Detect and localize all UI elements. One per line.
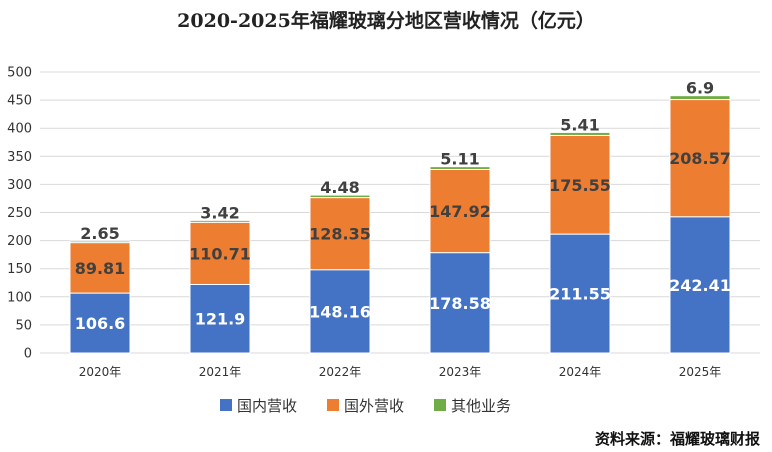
y-axis: 0 50 100 150 200 250 300 350 400 450 500 — [7, 66, 32, 362]
data-label: 5.11 — [440, 150, 479, 169]
data-label: 242.41 — [669, 276, 731, 295]
data-label: 110.71 — [189, 244, 251, 263]
data-label: 6.9 — [686, 79, 714, 98]
y-tick-label: 400 — [7, 122, 32, 137]
bars — [69, 95, 731, 354]
x-tick-label: 2025年 — [679, 365, 722, 379]
bar-segment — [549, 131, 611, 136]
y-tick-label: 50 — [15, 318, 32, 333]
data-label: 89.81 — [75, 259, 126, 278]
y-tick-label: 250 — [7, 206, 32, 221]
y-tick-label: 300 — [7, 178, 32, 193]
y-tick-label: 0 — [24, 347, 32, 362]
data-label: 147.92 — [429, 202, 491, 221]
source-note: 资料来源：福耀玻璃财报 — [595, 430, 760, 448]
data-label: 3.42 — [200, 203, 239, 222]
bar-segment — [69, 242, 131, 294]
legend-label: 其他业务 — [451, 397, 511, 415]
data-label: 4.48 — [320, 178, 359, 197]
y-tick-label: 100 — [7, 290, 32, 305]
data-label: 208.57 — [669, 149, 731, 168]
data-label: 2.65 — [80, 224, 119, 243]
x-tick-label: 2022年 — [319, 365, 362, 379]
data-label: 211.55 — [549, 285, 611, 304]
bar-segment — [69, 292, 131, 354]
legend-label: 国内营收 — [237, 397, 297, 415]
bar-segment — [189, 283, 251, 354]
data-label: 106.6 — [75, 314, 126, 333]
gridlines — [40, 71, 760, 354]
chart-title: 2020-2025年福耀玻璃分地区营收情况（亿元） — [177, 9, 595, 32]
data-label: 175.55 — [549, 176, 611, 195]
data-label: 178.58 — [429, 294, 491, 313]
data-label: 121.9 — [195, 310, 246, 329]
legend-swatch — [434, 399, 446, 411]
x-tick-label: 2021年 — [199, 365, 242, 379]
bar-segment — [429, 166, 491, 171]
x-tick-label: 2020年 — [79, 365, 122, 379]
legend: 国内营收 国外营收 其他业务 — [220, 397, 511, 415]
data-label: 5.41 — [560, 115, 599, 134]
y-tick-label: 500 — [7, 66, 32, 81]
y-tick-label: 150 — [7, 262, 32, 277]
bar-segment — [309, 197, 371, 271]
bar-segment — [669, 216, 731, 354]
legend-swatch — [220, 399, 232, 411]
x-tick-label: 2023年 — [439, 365, 482, 379]
x-axis: 2020年 2021年 2022年 2023年 2024年 2025年 — [79, 365, 722, 379]
bar-segment — [429, 169, 491, 254]
legend-swatch — [327, 399, 339, 411]
legend-label: 国外营收 — [344, 397, 404, 415]
x-tick-label: 2024年 — [559, 365, 602, 379]
y-tick-label: 350 — [7, 150, 32, 165]
bar-segment — [189, 219, 251, 223]
data-labels: 106.6 89.81 2.65 121.9 110.71 3.42 148.16 128.3… — [75, 79, 731, 333]
bar-segment — [669, 99, 731, 218]
data-label: 128.35 — [309, 225, 371, 244]
bar-segment — [69, 240, 131, 244]
bar-segment — [189, 221, 251, 285]
data-label: 148.16 — [309, 302, 371, 321]
y-tick-label: 200 — [7, 234, 32, 249]
bar-segment — [669, 95, 731, 101]
bar-segment — [549, 134, 611, 235]
bar-segment — [309, 269, 371, 354]
bar-segment — [309, 194, 371, 199]
y-tick-label: 450 — [7, 94, 32, 109]
